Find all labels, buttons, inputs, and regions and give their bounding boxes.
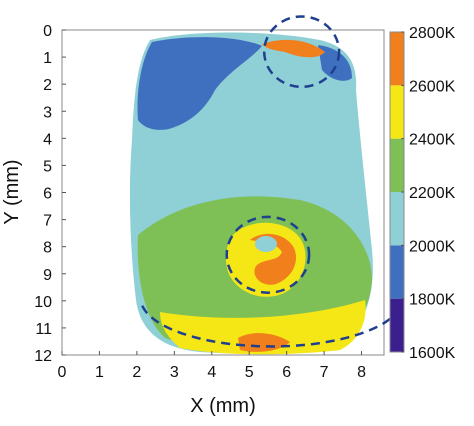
y-tick-label: 4: [43, 131, 52, 148]
colorbar-band: [390, 245, 404, 299]
x-tick-label: 5: [245, 364, 254, 381]
colorbar-band: [390, 138, 404, 192]
colorbar-band: [390, 32, 404, 86]
x-tick-label: 3: [170, 364, 179, 381]
y-tick-label: 9: [43, 267, 52, 284]
y-tick-label: 6: [43, 186, 52, 203]
region-hot-bottom: [238, 333, 290, 352]
y-tick-label: 2: [43, 77, 52, 94]
colorbar-label: 2600K: [409, 78, 456, 95]
heatmap-regions: [129, 32, 373, 355]
x-axis-ticks: 0 1 2 3 4 5 6 7 8: [58, 351, 366, 381]
y-tick-label: 5: [43, 158, 52, 175]
annotation-arc-bottom: [141, 298, 404, 348]
region-hot-top: [262, 39, 325, 58]
colorbar: 1600K 1800K 2000K 2200K 2400K 2600K 2800K: [389, 25, 456, 362]
colorbar-label: 2200K: [409, 185, 456, 202]
colorbar-label: 2400K: [409, 132, 456, 149]
colorbar-band: [390, 192, 404, 246]
annotation-markers: [141, 15, 404, 348]
y-axis-label: Y (mm): [1, 159, 23, 224]
y-tick-label: 0: [43, 23, 52, 40]
region-cold-top-right: [318, 45, 352, 81]
x-tick-label: 2: [132, 364, 141, 381]
colorbar-band: [390, 85, 404, 139]
y-tick-label: 3: [43, 104, 52, 121]
region-hot-center: [250, 233, 296, 285]
y-tick-label: 7: [43, 213, 52, 230]
region-center-cool-hole: [255, 236, 277, 252]
colorbar-band: [390, 298, 404, 352]
y-tick-label: 12: [34, 348, 52, 365]
x-tick-label: 1: [95, 364, 104, 381]
x-tick-label: 0: [58, 364, 67, 381]
x-tick-label: 7: [320, 364, 329, 381]
x-tick-label: 6: [282, 364, 291, 381]
colorbar-label: 2800K: [409, 25, 456, 42]
annotation-circle-center: [225, 215, 311, 294]
x-tick-label: 4: [207, 364, 216, 381]
region-cold-upper-left: [137, 37, 262, 130]
y-tick-label: 1: [43, 50, 52, 67]
annotation-circle-top: [262, 15, 341, 89]
colorbar-label: 2000K: [409, 238, 456, 255]
colorbar-label: 1800K: [409, 292, 456, 309]
colorbar-label: 1600K: [409, 345, 456, 362]
y-tick-label: 11: [35, 321, 52, 338]
x-tick-label: 8: [357, 364, 366, 381]
y-tick-label: 8: [43, 240, 52, 257]
y-tick-label: 10: [34, 294, 52, 311]
x-axis-label: X (mm): [190, 395, 256, 417]
